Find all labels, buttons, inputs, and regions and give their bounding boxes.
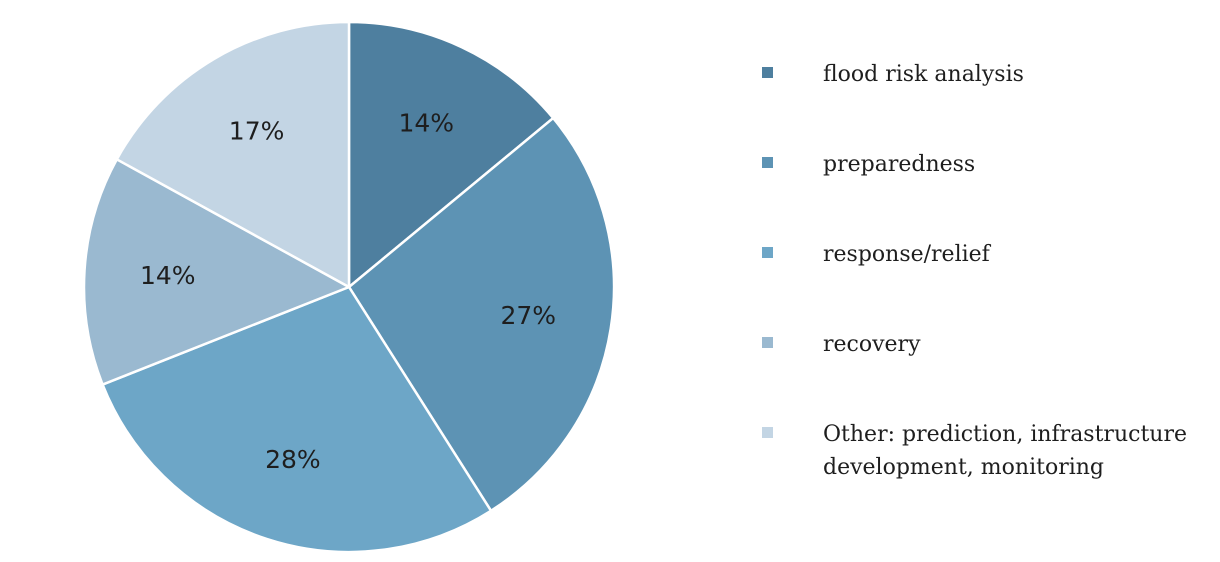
pie-label-response-relief: 28% bbox=[265, 445, 321, 474]
pie-label-flood-risk-analysis: 14% bbox=[399, 108, 455, 137]
legend-label-preparedness: preparedness bbox=[823, 152, 976, 177]
pie-slice-labels: 14% 27% 28% 14% 17% bbox=[140, 108, 556, 474]
pie-slice-other bbox=[115, 20, 351, 289]
pie-slice-response-relief bbox=[101, 285, 493, 554]
legend-label-recovery: recovery bbox=[823, 332, 921, 357]
legend-swatch-recovery bbox=[762, 337, 773, 348]
legend-swatch-preparedness bbox=[762, 157, 773, 168]
pie-slices bbox=[82, 20, 616, 554]
legend-swatch-flood-risk-analysis bbox=[762, 67, 773, 78]
pie-label-preparedness: 27% bbox=[501, 301, 557, 330]
legend-item-response-relief: response/relief bbox=[762, 238, 1202, 328]
legend-swatch-response-relief bbox=[762, 247, 773, 258]
legend-item-preparedness: preparedness bbox=[762, 148, 1202, 238]
legend-item-recovery: recovery bbox=[762, 328, 1202, 418]
pie-label-recovery: 14% bbox=[140, 261, 196, 290]
legend-item-flood-risk-analysis: flood risk analysis bbox=[762, 58, 1202, 148]
pie-slice-recovery bbox=[82, 158, 351, 386]
chart-legend: flood risk analysis preparedness respons… bbox=[762, 58, 1202, 480]
pie-label-other: 17% bbox=[229, 116, 285, 145]
pie-slice-preparedness bbox=[347, 116, 616, 512]
pie-plot-area: 14% 27% 28% 14% 17% bbox=[82, 20, 616, 554]
legend-label-response-relief: response/relief bbox=[823, 242, 990, 267]
pie-slice-flood-risk-analysis bbox=[347, 20, 555, 289]
legend-label-flood-risk-analysis: flood risk analysis bbox=[823, 62, 1024, 87]
legend-label-other: Other: prediction, infrastructure develo… bbox=[823, 422, 1187, 480]
legend-swatch-other bbox=[762, 427, 773, 438]
